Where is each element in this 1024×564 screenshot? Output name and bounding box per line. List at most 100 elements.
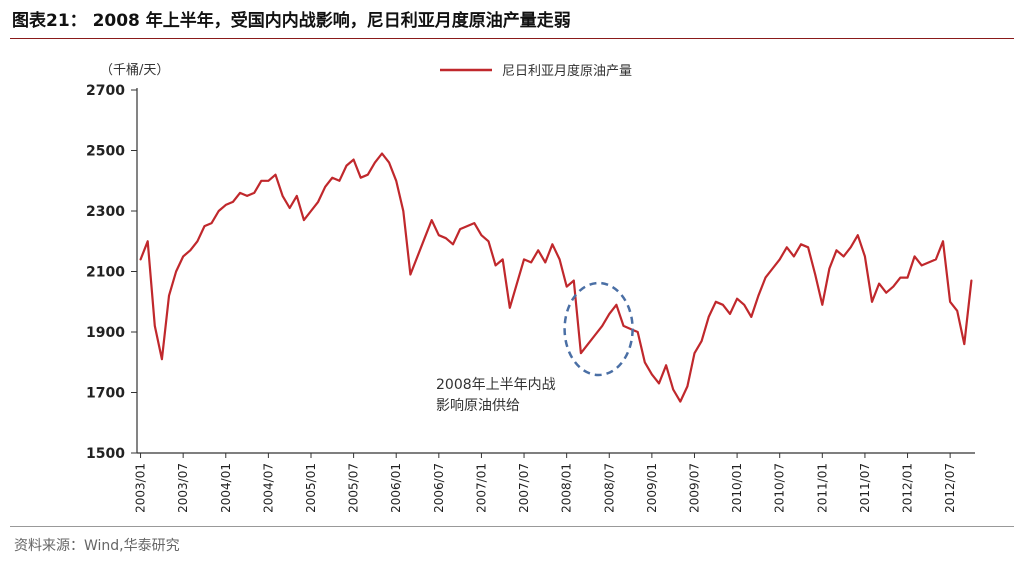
data-point <box>232 201 234 203</box>
data-point <box>168 295 170 297</box>
data-point <box>516 283 518 285</box>
data-point <box>672 388 674 391</box>
data-point <box>395 180 397 182</box>
x-tick-label: 2008/01 <box>560 463 574 513</box>
data-point <box>317 201 319 203</box>
y-tick-label: 1900 <box>86 325 125 341</box>
data-point <box>154 325 156 327</box>
data-point <box>921 264 923 266</box>
x-tick-label: 2012/01 <box>901 463 915 513</box>
data-point <box>850 246 852 248</box>
data-point <box>480 234 482 236</box>
data-point <box>551 243 554 245</box>
y-unit-label: （千桶/天） <box>100 63 169 78</box>
data-point <box>324 186 326 188</box>
data-point <box>630 328 632 330</box>
data-point <box>587 343 589 345</box>
y-tick-label: 2700 <box>86 83 125 99</box>
data-point <box>594 334 596 336</box>
data-point <box>949 301 951 303</box>
data-point <box>885 292 887 294</box>
data-point <box>693 352 696 354</box>
data-point <box>530 261 532 263</box>
data-point <box>942 240 944 242</box>
data-point <box>360 177 362 179</box>
x-tick-label: 2010/01 <box>730 463 744 513</box>
data-point <box>296 195 298 197</box>
data-point <box>899 277 902 279</box>
data-point <box>175 270 177 273</box>
data-point <box>140 258 142 260</box>
data-point <box>750 316 752 318</box>
data-point <box>345 165 348 167</box>
data-point <box>331 177 333 179</box>
source-rule <box>10 526 1014 527</box>
annotation: 2008年上半年内战 影响原油供给 <box>436 281 634 414</box>
data-point <box>573 280 575 282</box>
data-point <box>381 152 383 155</box>
annotation-ellipse <box>563 281 634 377</box>
data-point <box>843 255 845 257</box>
x-tick-label: 2010/07 <box>773 463 787 513</box>
data-point <box>409 273 411 276</box>
data-point <box>559 258 561 260</box>
data-point <box>487 240 490 242</box>
x-tick-label: 2006/07 <box>432 463 446 513</box>
data-point <box>928 261 930 263</box>
annotation-text-line2: 影响原油供给 <box>436 398 520 414</box>
data-point <box>835 249 838 251</box>
y-tick-label: 2300 <box>86 204 125 220</box>
data-point <box>786 246 788 248</box>
x-tick-label: 2006/01 <box>389 463 403 513</box>
x-tick-label: 2004/07 <box>261 463 275 513</box>
data-point <box>686 385 689 387</box>
data-point <box>310 210 312 212</box>
data-point <box>658 382 660 384</box>
data-point <box>715 301 717 303</box>
data-point <box>892 286 894 288</box>
data-point <box>800 243 802 245</box>
data-point <box>956 310 958 312</box>
x-tick-label: 2011/01 <box>815 463 829 513</box>
data-point <box>367 174 369 176</box>
data-point <box>651 373 653 375</box>
data-point <box>253 192 255 194</box>
data-point <box>821 304 823 306</box>
data-point <box>665 364 667 366</box>
data-point <box>793 255 795 257</box>
source-note: 资料来源：Wind,华泰研究 <box>14 538 180 554</box>
data-point <box>239 192 241 194</box>
data-point <box>679 401 681 403</box>
data-point <box>424 237 426 239</box>
legend-label: 尼日利亚月度原油产量 <box>502 63 632 79</box>
data-point <box>196 240 198 242</box>
data-point <box>608 313 610 315</box>
data-point <box>914 255 916 257</box>
data-point <box>828 267 831 270</box>
data-point <box>473 222 475 224</box>
data-point <box>544 261 546 263</box>
x-tick-label: 2009/07 <box>687 463 701 513</box>
data-point <box>203 225 206 227</box>
y-axis: 1500 1700 1900 2100 2300 2500 2700 <box>86 83 138 462</box>
data-point <box>779 258 781 260</box>
x-tick-label: 2011/07 <box>858 463 872 513</box>
data-point <box>537 249 539 251</box>
figure-title: 图表21： 2008 年上半年，受国内内战影响，尼日利亚月度原油产量走弱 <box>12 11 571 31</box>
x-tick-label: 2012/07 <box>943 463 957 513</box>
x-tick-label: 2003/07 <box>176 463 190 513</box>
y-tick-label: 2500 <box>86 144 125 160</box>
data-point <box>871 301 873 303</box>
y-tick-label: 1700 <box>86 386 125 402</box>
data-point <box>906 277 909 279</box>
x-tick-label: 2009/01 <box>645 463 659 513</box>
data-point <box>282 195 284 197</box>
data-point <box>644 361 646 363</box>
annotation-text-line1: 2008年上半年内战 <box>436 377 556 393</box>
x-axis: 2003/01 2003/07 2004/01 2004/07 2005/01 2005/… <box>134 452 975 513</box>
data-point <box>935 258 937 260</box>
x-tick-label: 2005/07 <box>347 463 361 513</box>
data-point <box>338 180 340 182</box>
data-point <box>431 219 433 221</box>
